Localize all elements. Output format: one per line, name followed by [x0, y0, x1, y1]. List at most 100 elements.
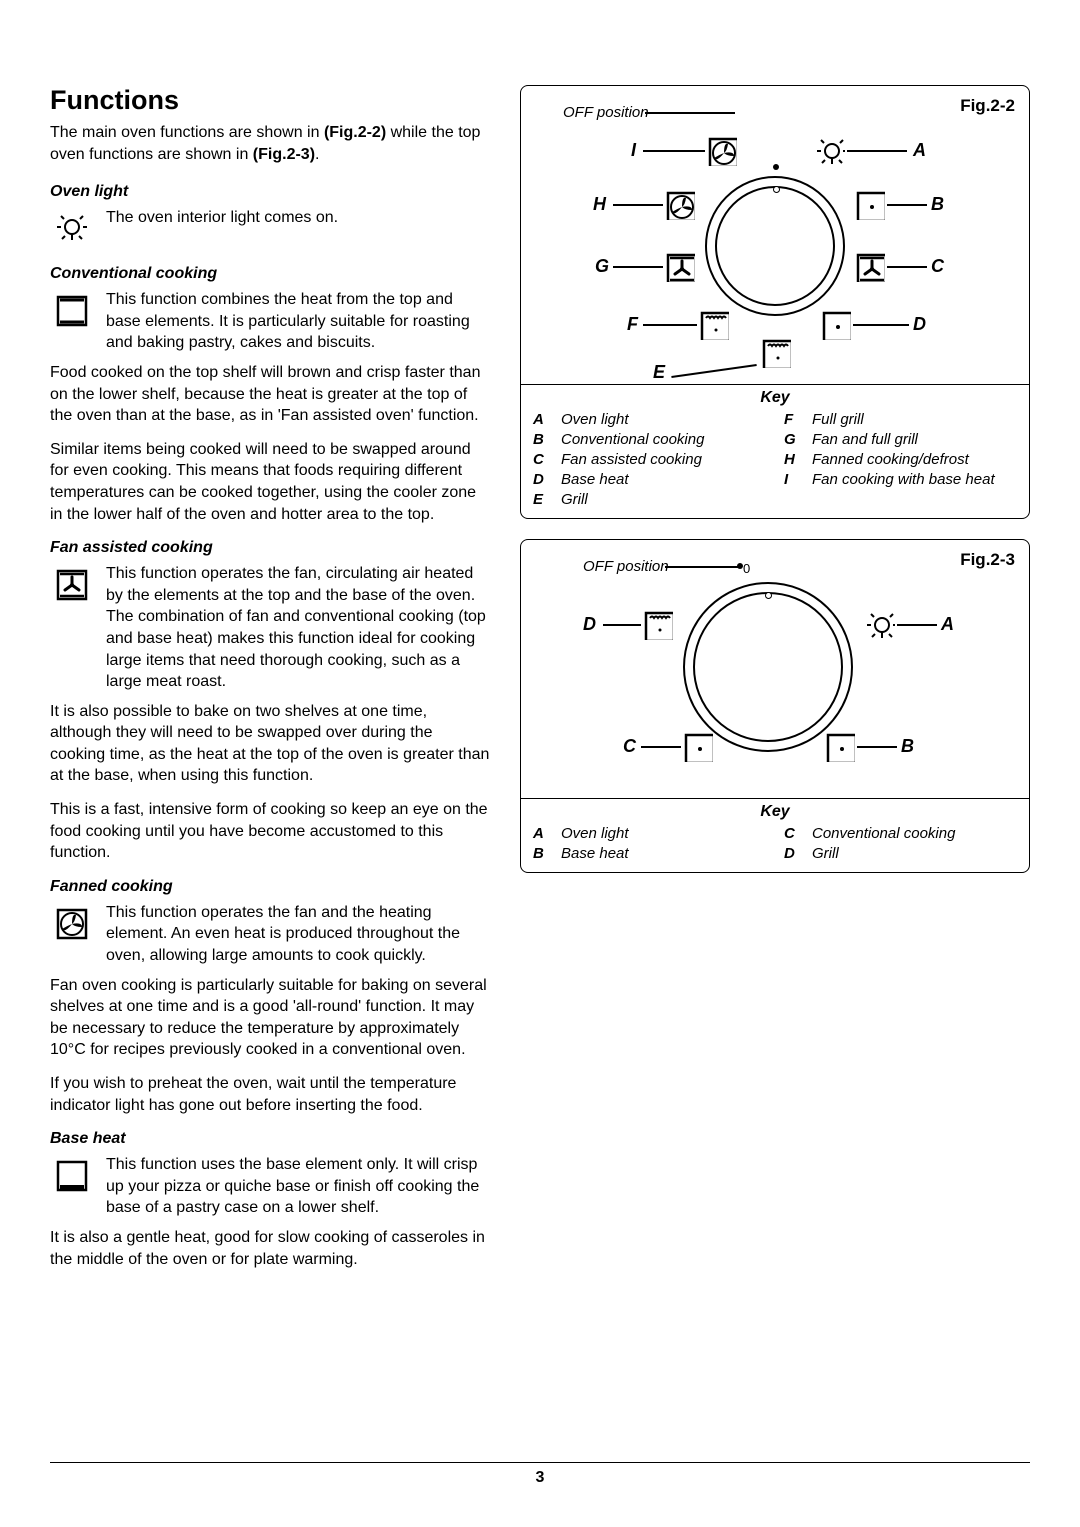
marker23-B: B: [901, 736, 914, 757]
zero-label: 0: [743, 561, 750, 576]
fig23-key-grid: AOven light CConventional cooking BBase he…: [533, 821, 1017, 862]
fig22-key-grid: AOven light FFull grill BConventional cook…: [533, 407, 1017, 508]
fig22-key-title: Key: [521, 384, 1029, 407]
marker-G: G: [595, 256, 609, 277]
key-item: CFan assisted cooking: [533, 451, 766, 468]
key-item: HFanned cooking/defrost: [784, 451, 1017, 468]
fig22-off-label: OFF position: [563, 104, 649, 121]
subhead-base-heat: Base heat: [50, 1130, 490, 1148]
fan-assisted-body1: This function operates the fan, circulat…: [106, 563, 490, 693]
sym-C-fanassist-icon: [853, 250, 887, 284]
fan-assisted-icon: [50, 563, 94, 607]
page-title: Functions: [50, 85, 490, 116]
base-heat-icon: [50, 1154, 94, 1198]
key-item: CConventional cooking: [784, 825, 1017, 842]
figure-2-2: Fig.2-2 OFF position: [520, 85, 1030, 519]
leader-line: [613, 204, 663, 206]
leader-line: [665, 566, 739, 568]
key-item: EGrill: [533, 491, 766, 508]
light-icon: [50, 207, 94, 251]
leader-line: [853, 324, 909, 326]
leader-line: [857, 746, 897, 748]
intro-text: The main oven functions are shown in (Fi…: [50, 122, 490, 165]
leader-line: [645, 112, 735, 114]
leader-line: [887, 266, 927, 268]
intro-a: The main oven functions are shown in: [50, 124, 324, 141]
base-heat-body1: This function uses the base element only…: [106, 1154, 490, 1219]
key-item: BBase heat: [533, 845, 766, 862]
off-dot: [773, 164, 779, 170]
sym-B-conv-icon: [853, 188, 887, 222]
marker-B: B: [931, 194, 944, 215]
fanned-p3: If you wish to preheat the oven, wait un…: [50, 1073, 490, 1116]
sym-G-fangrill-icon: [663, 250, 697, 284]
sym23-C-conv-icon: [681, 730, 715, 764]
leader-line: [603, 624, 641, 626]
fan-assisted-p2: It is also possible to bake on two shelv…: [50, 701, 490, 787]
fanned-p2: Fan oven cooking is particularly suitabl…: [50, 975, 490, 1061]
page-number: 3: [536, 1469, 545, 1486]
key-item: BConventional cooking: [533, 431, 766, 448]
key-item: AOven light: [533, 411, 766, 428]
leader-line: [847, 150, 907, 152]
leader-line: [643, 324, 697, 326]
off-dot: [737, 563, 743, 569]
key-item: IFan cooking with base heat: [784, 471, 1017, 488]
fig22-dial-area: OFF position: [533, 98, 1017, 378]
sym23-A-light-icon: [863, 608, 897, 642]
fan-assisted-p3: This is a fast, intensive form of cookin…: [50, 799, 490, 864]
fanned-body1: This function operates the fan and the h…: [106, 902, 490, 967]
marker23-A: A: [941, 614, 954, 635]
sym23-D-grill-icon: [641, 608, 675, 642]
right-column: Fig.2-2 OFF position: [520, 85, 1030, 1282]
fig23-key-title: Key: [521, 798, 1029, 821]
conventional-p3: Similar items being cooked will need to …: [50, 439, 490, 525]
intro-e: .: [315, 146, 319, 163]
key-item: AOven light: [533, 825, 766, 842]
marker-D: D: [913, 314, 926, 335]
sym-E-grill-icon: [759, 336, 793, 370]
fig23-off-label: OFF position: [583, 558, 669, 575]
leader-line: [643, 150, 705, 152]
sym23-B-base-icon: [823, 730, 857, 764]
fig23-dial-area: OFF position 0 A B C D: [533, 552, 1017, 792]
subhead-fan-assisted: Fan assisted cooking: [50, 539, 490, 557]
marker-A: A: [913, 140, 926, 161]
leader-line: [641, 746, 681, 748]
sym-D-base-icon: [819, 308, 853, 342]
leader-line: [887, 204, 927, 206]
leader-line: [671, 364, 756, 377]
key-item: DGrill: [784, 845, 1017, 862]
marker-E: E: [653, 362, 665, 383]
conventional-icon: [50, 289, 94, 333]
marker-C: C: [931, 256, 944, 277]
subhead-fanned: Fanned cooking: [50, 878, 490, 896]
sym-H-fanned-icon: [663, 188, 697, 222]
marker-I: I: [631, 140, 636, 161]
figure-2-3: Fig.2-3 OFF position 0 A B C: [520, 539, 1030, 873]
key-item: DBase heat: [533, 471, 766, 488]
key-item: FFull grill: [784, 411, 1017, 428]
sym-I-fanbase-icon: [705, 134, 739, 168]
fanned-icon: [50, 902, 94, 946]
page-footer: 3: [50, 1462, 1030, 1487]
marker23-D: D: [583, 614, 596, 635]
intro-b: (Fig.2-2): [324, 124, 386, 141]
marker-F: F: [627, 314, 638, 335]
fig23-dial: [683, 582, 853, 752]
leader-line: [613, 266, 663, 268]
sym-A-light-icon: [813, 134, 847, 168]
key-item: GFan and full grill: [784, 431, 1017, 448]
subhead-oven-light: Oven light: [50, 183, 490, 201]
intro-d: (Fig.2-3): [253, 146, 315, 163]
conventional-p2: Food cooked on the top shelf will brown …: [50, 362, 490, 427]
base-heat-p2: It is also a gentle heat, good for slow …: [50, 1227, 490, 1270]
sym-F-fullgrill-icon: [697, 308, 731, 342]
subhead-conventional: Conventional cooking: [50, 265, 490, 283]
marker-H: H: [593, 194, 606, 215]
left-column: Functions The main oven functions are sh…: [50, 85, 490, 1282]
oven-light-body: The oven interior light comes on.: [106, 207, 338, 229]
fig22-dial: [705, 176, 845, 316]
conventional-body1: This function combines the heat from the…: [106, 289, 490, 354]
marker23-C: C: [623, 736, 636, 757]
